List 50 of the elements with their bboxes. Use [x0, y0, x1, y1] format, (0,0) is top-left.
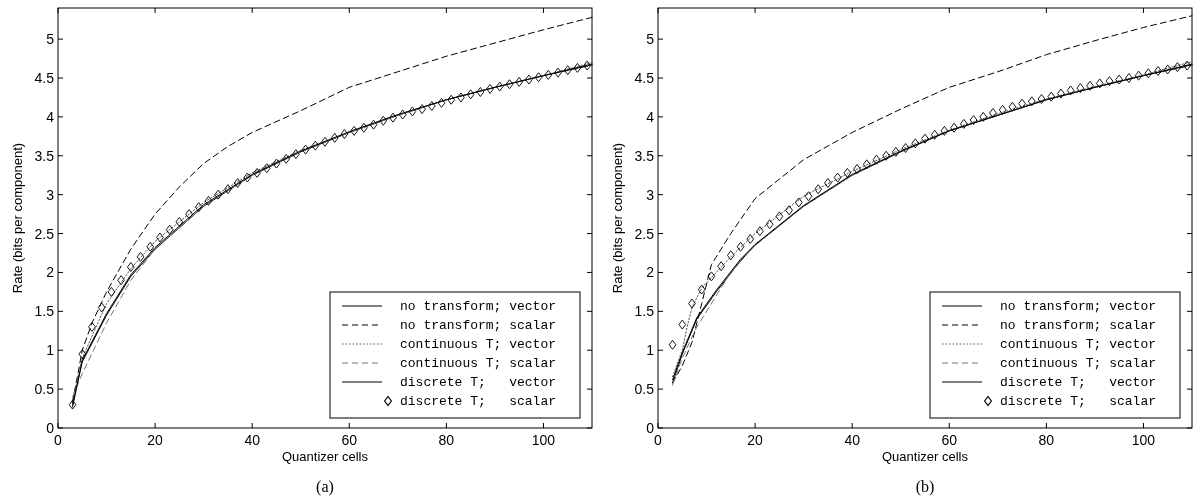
legend-label: continuous T; vector	[400, 337, 557, 352]
y-tick-label: 4	[46, 108, 55, 125]
y-tick-label: 2	[46, 264, 55, 281]
y-tick-label: 3.5	[634, 147, 655, 164]
y-tick-label: 0	[46, 420, 55, 436]
legend-label: no transform; scalar	[1000, 318, 1157, 333]
x-tick-label: 40	[244, 432, 261, 448]
legend-label: no transform; vector	[1000, 299, 1157, 314]
y-tick-label: 0.5	[634, 381, 655, 398]
legend-label: no transform; vector	[400, 299, 557, 314]
text: (a)	[316, 478, 334, 496]
legend-label: continuous T; scalar	[400, 356, 557, 371]
y-tick-label: 2	[646, 264, 655, 281]
x-tick-label: 20	[747, 432, 764, 448]
text: (b)	[915, 478, 935, 496]
legend-label: discrete T; scalar	[1000, 394, 1157, 409]
y-tick-label: 4.5	[34, 70, 55, 86]
x-axis-title: Quantizer cells	[882, 449, 969, 464]
x-tick-label: 100	[1131, 432, 1156, 448]
y-tick-label: 4	[646, 108, 655, 125]
y-axis-title: Rate (bits per component)	[610, 142, 625, 294]
y-tick-label: 0	[646, 420, 655, 436]
y-tick-label: 5	[46, 31, 55, 48]
y-tick-label: 2.5	[34, 225, 55, 242]
x-axis-title: Quantizer cells	[282, 449, 369, 464]
x-tick-label: 40	[844, 432, 861, 448]
x-tick-label: 60	[941, 432, 958, 448]
x-tick-label: 60	[341, 432, 358, 448]
y-tick-label: 3.5	[34, 147, 55, 164]
y-tick-label: 1	[646, 342, 655, 359]
y-tick-label: 5	[646, 31, 655, 48]
x-tick-label: 80	[1038, 432, 1055, 448]
legend-label: discrete T; vector	[1000, 375, 1157, 390]
legend-label: continuous T; scalar	[1000, 356, 1157, 371]
y-tick-label: 4.5	[634, 70, 655, 86]
y-tick-label: 3	[646, 186, 655, 203]
legend-label: discrete T; vector	[400, 375, 557, 390]
x-tick-label: 100	[531, 432, 556, 448]
legend-label: no transform; scalar	[400, 318, 557, 333]
y-tick-label: 3	[46, 186, 55, 203]
y-tick-label: 2.5	[634, 225, 655, 242]
y-tick-label: 1.5	[634, 303, 655, 320]
legend-label: discrete T; scalar	[400, 394, 557, 409]
legend-label: continuous T; vector	[1000, 337, 1157, 352]
y-tick-label: 1	[46, 342, 55, 359]
x-tick-label: 80	[438, 432, 455, 448]
y-tick-label: 0.5	[34, 381, 55, 398]
y-axis-title: Rate (bits per component)	[10, 142, 25, 294]
x-tick-label: 20	[147, 432, 164, 448]
y-tick-label: 1.5	[34, 303, 55, 320]
